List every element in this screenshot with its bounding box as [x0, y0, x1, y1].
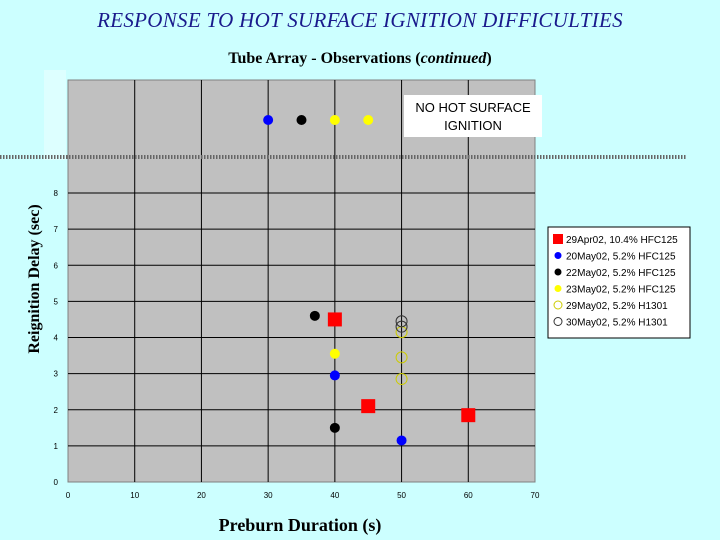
no-ignition-banner-line2: IGNITION: [444, 118, 502, 133]
plot-area: [67, 79, 536, 483]
legend-marker: [554, 268, 562, 276]
legend-marker: [553, 317, 563, 326]
legend-entry: 29May02, 5.2% H1301: [566, 301, 668, 312]
legend-marker: [554, 252, 562, 259]
x-tick-label: 50: [397, 491, 406, 500]
y-axis-label: Reignition Delay (sec): [26, 204, 43, 354]
y-tick-label: 8: [54, 189, 59, 198]
no-ignition-point: [263, 115, 274, 125]
data-point: [396, 435, 407, 446]
chart-subtitle: Tube Array - Observations (continued): [0, 50, 720, 68]
x-tick-label: 30: [264, 491, 273, 500]
data-point: [395, 315, 408, 328]
no-ignition-point: [329, 115, 340, 125]
y-tick-label: 2: [54, 406, 59, 415]
y-tick-label: 0: [54, 478, 59, 487]
x-tick-label: 0: [66, 491, 71, 500]
ylabel-panel: [44, 70, 66, 160]
x-tick-label: 60: [464, 491, 473, 500]
data-point: [395, 373, 408, 386]
x-tick-label: 10: [130, 491, 139, 500]
legend-marker: [553, 234, 563, 244]
legend-entry: 23May02, 5.2% HFC125: [566, 285, 676, 296]
no-ignition-banner: [404, 95, 542, 137]
legend-entry: 30May02, 5.2% H1301: [566, 318, 668, 329]
data-point: [327, 312, 342, 327]
legend-entry: 20May02, 5.2% HFC125: [566, 252, 676, 263]
y-tick-label: 5: [54, 297, 59, 306]
data-point: [395, 351, 408, 364]
y-tick-label: 1: [54, 442, 59, 451]
legend-box: [547, 226, 691, 339]
data-point: [329, 422, 340, 433]
data-point: [395, 320, 408, 333]
subtitle-italic: continued: [420, 50, 487, 67]
legend-entry: 22May02, 5.2% HFC125: [566, 268, 676, 279]
subtitle-main: Tube Array - Observations (: [228, 50, 421, 67]
subtitle-end: ): [486, 50, 492, 67]
data-point: [309, 310, 320, 321]
legend-marker: [554, 285, 562, 292]
x-tick-label: 40: [330, 491, 339, 500]
data-point: [329, 370, 340, 381]
data-point: [361, 399, 376, 414]
data-point: [329, 348, 340, 359]
x-axis-label: Preburn Duration (s): [218, 515, 382, 535]
x-tick-label: 20: [197, 491, 206, 500]
y-tick-label: 7: [54, 225, 59, 234]
y-tick-label: 3: [54, 370, 59, 379]
no-ignition-banner-line1: NO HOT SURFACE: [415, 100, 531, 115]
y-tick-label: 4: [54, 334, 59, 343]
no-ignition-point: [363, 115, 374, 125]
x-tick-label: 70: [531, 491, 540, 500]
legend-marker: [553, 300, 563, 310]
y-tick-label: 6: [54, 261, 59, 270]
page-title: RESPONSE TO HOT SURFACE IGNITION DIFFICU…: [97, 8, 623, 32]
legend-entry: 29Apr02, 10.4% HFC125: [566, 235, 678, 246]
no-ignition-point: [296, 115, 307, 125]
data-point: [461, 408, 476, 423]
